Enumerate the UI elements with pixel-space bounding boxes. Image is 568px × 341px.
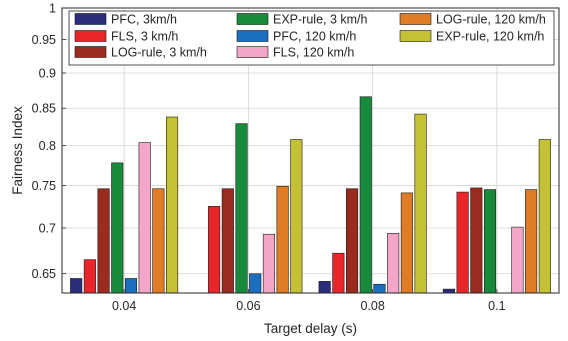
legend-label: FLS, 3 km/h [111, 29, 178, 43]
bar-7-0_04 [152, 188, 165, 294]
y-tick-label: 0.9 [39, 66, 56, 80]
legend-swatch [399, 13, 432, 25]
x-tick-label: 0.1 [488, 299, 505, 313]
legend-swatch [74, 30, 107, 42]
bar-3-0_04 [97, 188, 110, 294]
y-axis-label: Fairness Index [10, 106, 25, 195]
legend-swatch [236, 30, 269, 42]
bar-5-0_06 [249, 273, 262, 294]
bar-7-0_06 [276, 185, 289, 294]
x-tick-label: 0.04 [112, 299, 136, 313]
bar-2-0_06 [208, 206, 221, 294]
bar-1-0_08 [318, 281, 331, 294]
legend-label: PFC, 3km/h [111, 12, 177, 26]
bar-4-0_08 [359, 96, 372, 294]
bar-2-0_08 [332, 252, 345, 294]
legend-swatch [74, 46, 107, 58]
bar-2-0_1 [456, 191, 469, 294]
y-tick-label: 0.8 [39, 139, 56, 153]
legend-label: LOG-rule, 120 km/h [436, 12, 546, 26]
x-tick-label: 0.06 [236, 299, 260, 313]
bar-5-0_04 [124, 278, 138, 294]
bar-6-0_04 [138, 142, 151, 294]
x-axis-label: Target delay (s) [264, 321, 357, 336]
bar-7-0_08 [400, 192, 413, 294]
y-tick-label: 0.65 [32, 267, 56, 281]
bar-8-0_08 [414, 113, 427, 294]
bar-8-0_04 [166, 116, 179, 294]
bar-1-0_04 [70, 278, 83, 294]
plot-frame [61, 7, 560, 294]
y-tick-label: 0.95 [32, 33, 56, 47]
y-tick-label: 0.75 [32, 179, 56, 193]
legend-box [68, 10, 555, 66]
bar-5-0_08 [373, 283, 386, 294]
bar-3-0_08 [346, 188, 359, 294]
bar-4-0_1 [483, 189, 497, 294]
bar-3-0_1 [470, 187, 483, 294]
legend-label: EXP-rule, 3 km/h [273, 12, 368, 26]
bar-6-0_06 [262, 233, 275, 294]
bar-6-0_1 [511, 226, 524, 294]
legend: PFC, 3km/h FLS, 3 km/h LOG-rule, 3 km/h EXP… [68, 10, 555, 66]
bar-6-0_08 [387, 233, 400, 294]
bars [70, 96, 551, 294]
legend-label: EXP-rule, 120 km/h [436, 29, 544, 43]
legend-label: FLS, 120 km/h [273, 45, 354, 59]
bar-3-0_06 [221, 188, 234, 294]
y-tick-label: 0.7 [39, 222, 56, 236]
bar-8-0_06 [290, 139, 303, 294]
legend-swatch [399, 30, 432, 42]
x-tick-label: 0.08 [360, 299, 384, 313]
legend-label: LOG-rule, 3 km/h [111, 45, 207, 59]
bar-4-0_04 [111, 162, 124, 294]
legend-label: PFC, 120 km/h [273, 29, 356, 43]
bar-1-0_1 [442, 288, 455, 294]
legend-swatch [236, 13, 269, 25]
y-tick-label: 0.85 [32, 102, 56, 116]
bar-7-0_1 [525, 189, 538, 294]
y-tick-label: 1 [49, 2, 56, 16]
x-axis-ticks: 0.04 0.06 0.08 0.1 [112, 289, 506, 313]
bar-8-0_1 [538, 139, 551, 294]
bar-2-0_04 [83, 259, 96, 294]
legend-swatch [236, 46, 269, 58]
bar-4-0_06 [235, 123, 248, 294]
y-axis-ticks: 0.65 0.7 0.75 0.8 0.85 0.9 0.95 1 [32, 2, 66, 281]
legend-swatch [74, 13, 107, 25]
